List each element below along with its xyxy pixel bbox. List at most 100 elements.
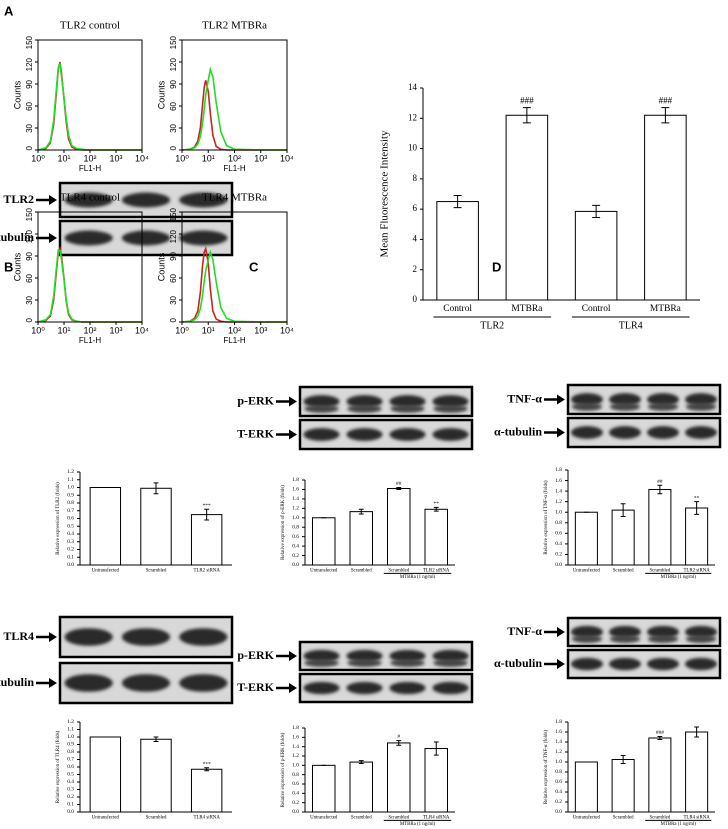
bar bbox=[190, 514, 223, 566]
x-tick-label: Scrambled bbox=[649, 816, 670, 821]
blot-band bbox=[347, 659, 382, 667]
y-tick-label: 120 bbox=[25, 57, 34, 71]
histogram-line bbox=[37, 63, 142, 151]
x-tick-label: Untransfected bbox=[92, 569, 120, 574]
chart-title: TLR2 MTBRa bbox=[202, 20, 267, 32]
y-tick-label: 0.2 bbox=[292, 800, 299, 806]
blot-arrow-head bbox=[49, 233, 57, 243]
y-tick-label: 150 bbox=[169, 207, 178, 221]
y-tick-label: 4 bbox=[413, 233, 418, 243]
blot-label: T-ERK bbox=[237, 426, 275, 440]
y-axis-label: Relative expression of p-ERK (folds) bbox=[281, 485, 286, 560]
y-tick-label: 1.6 bbox=[292, 487, 299, 493]
y-tick-label: 0.1 bbox=[67, 802, 74, 808]
x-tick-label: TLR2 siRNA bbox=[194, 569, 221, 574]
group-label: MTBRa (1 ng/ml) bbox=[661, 575, 697, 580]
y-tick-label: 1.4 bbox=[292, 496, 299, 502]
error-bar bbox=[204, 767, 210, 772]
x-tick-label: Scrambled bbox=[146, 569, 167, 574]
blot-band bbox=[432, 395, 469, 408]
x-tick-label: MTBRa bbox=[650, 304, 682, 314]
y-tick-label: 60 bbox=[25, 101, 34, 110]
x-axis-label: FL1-H bbox=[223, 336, 245, 345]
blot-band bbox=[346, 649, 383, 663]
blot-band bbox=[571, 657, 603, 671]
blot-band bbox=[64, 628, 113, 646]
y-tick-label: 1.1 bbox=[67, 727, 74, 733]
y-tick-label: 1.4 bbox=[292, 744, 299, 750]
blot-band bbox=[609, 402, 641, 411]
blot-band bbox=[433, 404, 468, 413]
x-tick-label: 10² bbox=[228, 325, 241, 335]
x-tick-label: Untransfected bbox=[573, 569, 601, 574]
y-axis-label: Relative expression of TLR4 (folds) bbox=[56, 730, 61, 803]
blot-label: α-tubulin bbox=[494, 424, 542, 438]
x-tick-label: TLR2 siRNA bbox=[683, 569, 710, 574]
blot-band bbox=[685, 657, 717, 671]
y-tick-label: 0.6 bbox=[292, 781, 299, 787]
x-axis-label: FL1-H bbox=[223, 164, 245, 173]
y-tick-label: 90 bbox=[25, 251, 34, 260]
x-tick-label: TLR4 siRNA bbox=[423, 816, 450, 821]
y-tick-label: 0.0 bbox=[555, 562, 562, 568]
blot-band bbox=[647, 402, 679, 411]
histogram-line bbox=[37, 246, 142, 323]
blot-label: α-tubulin bbox=[0, 675, 34, 689]
y-tick-label: 30 bbox=[25, 295, 34, 304]
y-tick-label: 0.4 bbox=[555, 789, 562, 795]
blot-band bbox=[685, 393, 717, 406]
y-tick-label: 0.9 bbox=[67, 742, 74, 748]
x-tick-label: 10³ bbox=[254, 325, 267, 335]
panel-label: C bbox=[249, 259, 259, 274]
error-bar bbox=[657, 736, 663, 740]
y-tick-label: 90 bbox=[25, 79, 34, 88]
y-axis-label: Relative expression of p-ERK (folds) bbox=[281, 732, 286, 807]
y-tick-label: 1.8 bbox=[555, 719, 562, 725]
x-axis-label: FL1-H bbox=[79, 164, 101, 173]
y-tick-label: 150 bbox=[169, 35, 178, 49]
bar bbox=[436, 201, 479, 301]
y-axis-label: Mean Fluorescence Intensity bbox=[379, 130, 391, 258]
blot-label: T-ERK bbox=[237, 680, 275, 694]
x-tick-label: TLR4 siRNA bbox=[194, 816, 221, 821]
bar bbox=[140, 487, 172, 566]
x-tick-label: Control bbox=[443, 304, 472, 314]
y-tick-label: 0.3 bbox=[67, 787, 74, 793]
error-bar bbox=[657, 484, 663, 495]
y-tick-label: 0.0 bbox=[292, 809, 299, 815]
y-tick-label: 1.0 bbox=[67, 734, 74, 740]
panel-label: A bbox=[4, 3, 14, 18]
y-tick-label: 12 bbox=[408, 112, 417, 122]
y-tick-label: 120 bbox=[169, 229, 178, 243]
blot-band bbox=[685, 426, 717, 439]
error-bar bbox=[204, 508, 210, 521]
x-tick-label: Scrambled bbox=[613, 816, 634, 821]
y-tick-label: 0.5 bbox=[67, 772, 74, 778]
y-tick-label: 0.2 bbox=[67, 547, 74, 553]
blot-band bbox=[346, 395, 383, 408]
y-axis-label: Relative expression of TNF-α (folds) bbox=[544, 730, 549, 805]
y-tick-label: 10 bbox=[408, 143, 418, 153]
y-tick-label: 0.0 bbox=[555, 809, 562, 815]
x-tick-label: 10⁴ bbox=[135, 325, 149, 335]
blot-band bbox=[179, 192, 228, 208]
blot-band bbox=[647, 426, 679, 439]
blot-band bbox=[432, 649, 469, 663]
histogram-line bbox=[181, 245, 287, 323]
blot-label: TLR4 bbox=[3, 629, 34, 643]
y-tick-label: 30 bbox=[169, 295, 178, 304]
y-tick-label: 0.6 bbox=[292, 534, 299, 540]
x-tick-label: 10⁰ bbox=[175, 325, 189, 335]
error-bar bbox=[153, 482, 159, 495]
x-tick-label: 10¹ bbox=[202, 153, 215, 163]
y-tick-label: 1.0 bbox=[292, 763, 299, 769]
significance-mark: ### bbox=[520, 96, 534, 106]
x-tick-label: Untransfected bbox=[310, 816, 338, 821]
y-tick-label: 0.8 bbox=[555, 520, 562, 526]
blot-band bbox=[64, 230, 113, 246]
y-tick-label: 1.4 bbox=[555, 488, 562, 494]
y-tick-label: 30 bbox=[169, 123, 178, 132]
bar bbox=[89, 487, 122, 566]
y-tick-label: 0.6 bbox=[67, 516, 74, 522]
